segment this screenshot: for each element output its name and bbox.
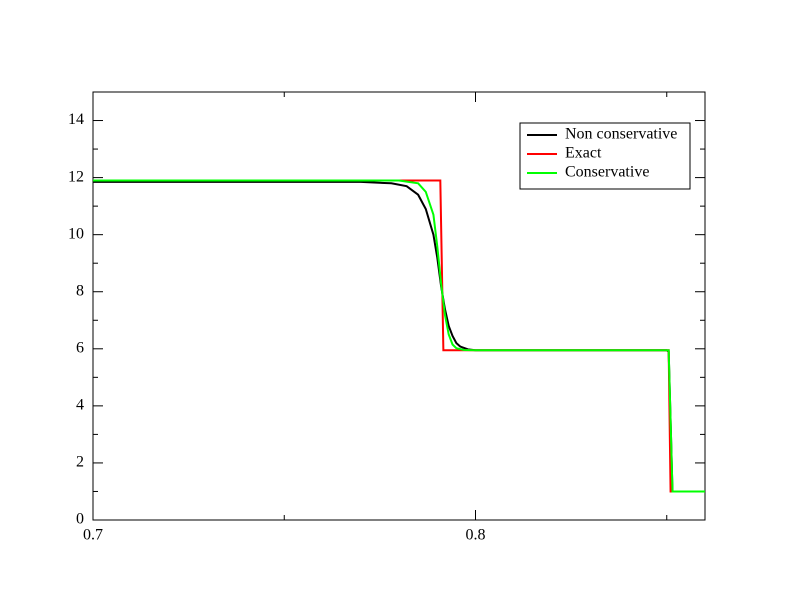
plot-frame xyxy=(92,91,706,521)
x-tick-label: 0.8 xyxy=(466,527,486,544)
legend-label: Exact xyxy=(565,145,602,162)
legend-label: Non conservative xyxy=(565,126,677,143)
series-line xyxy=(93,179,705,493)
series-line xyxy=(93,179,705,493)
y-tick-label: 4 xyxy=(76,397,84,414)
y-tick-label: 12 xyxy=(68,168,84,185)
y-tick-label: 10 xyxy=(68,225,84,242)
series-line xyxy=(93,180,705,493)
legend-label: Conservative xyxy=(565,164,649,181)
y-tick-label: 2 xyxy=(76,454,84,471)
y-tick-label: 0 xyxy=(76,511,84,528)
y-tick-label: 8 xyxy=(76,282,84,299)
y-tick-label: 14 xyxy=(68,111,84,128)
y-tick-label: 6 xyxy=(76,339,84,356)
x-tick-label: 0.7 xyxy=(83,527,103,544)
